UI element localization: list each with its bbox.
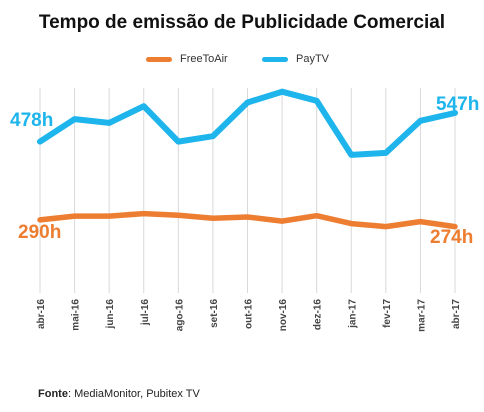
x-tick-label: nov-16 [278, 299, 289, 332]
legend: FreeToAir PayTV [0, 53, 484, 67]
chart-title: Tempo de emissão de Publicidade Comercia… [38, 12, 446, 33]
x-tick-label: abr-17 [451, 299, 462, 329]
x-tick-label: jun-16 [105, 299, 116, 330]
x-tick-label: abr-16 [36, 299, 47, 329]
x-tick-label: fev-17 [382, 299, 393, 328]
x-tick-label: dez-16 [313, 299, 324, 331]
paytv-end-label: 547h [436, 94, 480, 115]
source-text: : MediaMonitor, Pubitex TV [67, 388, 200, 400]
x-tick-label: mar-17 [416, 299, 427, 332]
x-tick-label: jul-16 [140, 299, 151, 327]
source-label: Fonte [38, 388, 68, 400]
legend-swatch-freetoair [146, 56, 172, 62]
legend-item-paytv: PayTV [262, 53, 329, 65]
x-tick-label: mai-16 [71, 299, 82, 331]
x-tick-label: set-16 [209, 299, 220, 328]
x-tick-label: out-16 [244, 299, 255, 329]
freetoair-start-label: 290h [18, 222, 62, 243]
legend-swatch-paytv [262, 56, 288, 62]
legend-item-freetoair: FreeToAir [146, 53, 228, 65]
series-line-paytv [37, 88, 458, 158]
x-tick-label: ago-16 [174, 299, 185, 332]
source-note: Fonte: MediaMonitor, Pubitex TV [38, 388, 200, 400]
series-line-freetoair [37, 210, 458, 230]
paytv-start-label: 478h [10, 110, 54, 131]
legend-label-freetoair: FreeToAir [180, 53, 228, 65]
x-tick-label: jan-17 [347, 299, 358, 329]
legend-label-paytv: PayTV [296, 53, 330, 65]
freetoair-end-label: 274h [430, 227, 474, 248]
